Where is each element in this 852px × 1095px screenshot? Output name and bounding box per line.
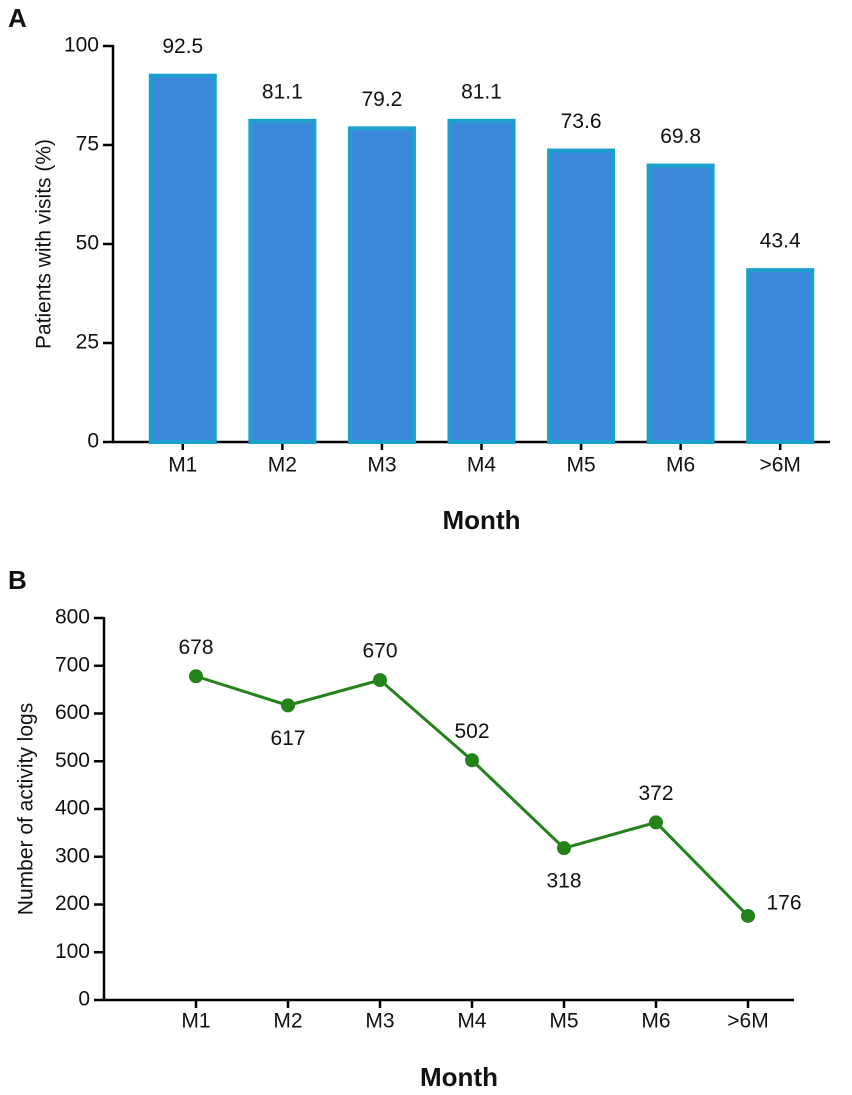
y-tick-label: 0 xyxy=(87,430,99,453)
x-tick-label: M4 xyxy=(457,1010,486,1033)
bar xyxy=(148,73,217,444)
y-tick-label: 300 xyxy=(55,844,90,867)
data-label: 73.6 xyxy=(561,110,602,133)
bar xyxy=(447,118,516,445)
data-label: 92.5 xyxy=(162,35,203,58)
y-axis-label: Number of activity logs xyxy=(15,703,38,915)
data-label: 617 xyxy=(270,727,305,750)
data-label: 69.8 xyxy=(660,125,701,148)
point xyxy=(649,815,663,830)
y-tick-label: 25 xyxy=(76,331,99,354)
data-label: 670 xyxy=(362,640,397,663)
point xyxy=(189,669,203,684)
bar xyxy=(347,126,416,444)
y-tick-label: 100 xyxy=(55,940,90,963)
point xyxy=(465,753,479,768)
data-label: 81.1 xyxy=(262,80,303,103)
point xyxy=(373,673,387,688)
x-axis-label: Month xyxy=(420,1062,498,1092)
x-tick-label: M3 xyxy=(365,1010,394,1033)
x-tick-label: M6 xyxy=(666,454,695,477)
data-label: 318 xyxy=(546,870,581,893)
point xyxy=(741,908,755,923)
y-tick-label: 50 xyxy=(76,232,99,255)
y-axis-label: Patients with visits (%) xyxy=(33,139,56,349)
bar xyxy=(646,163,715,444)
y-tick-label: 200 xyxy=(55,892,90,915)
y-tick-label: 400 xyxy=(55,797,90,820)
y-tick-label: 500 xyxy=(55,749,90,772)
x-tick-label: M6 xyxy=(641,1010,670,1033)
panel-label: A xyxy=(8,3,27,33)
bar xyxy=(547,148,616,444)
bar xyxy=(746,268,815,444)
data-label: 502 xyxy=(454,720,489,743)
x-tick-label: M3 xyxy=(367,454,396,477)
x-tick-label: M1 xyxy=(181,1010,210,1033)
x-axis-label: Month xyxy=(443,505,521,535)
y-tick-label: 75 xyxy=(76,133,99,156)
data-label: 372 xyxy=(638,782,673,805)
y-tick-label: 700 xyxy=(55,653,90,676)
x-tick-label: M5 xyxy=(549,1010,578,1033)
x-tick-label: M2 xyxy=(268,454,297,477)
panel-label: B xyxy=(8,565,27,595)
data-label: 43.4 xyxy=(760,230,801,253)
x-tick-label: >6M xyxy=(759,454,800,477)
data-label: 81.1 xyxy=(461,80,502,103)
data-label: 176 xyxy=(766,892,801,915)
y-tick-label: 800 xyxy=(55,606,90,629)
y-tick-label: 0 xyxy=(78,988,90,1011)
x-tick-label: M1 xyxy=(168,454,197,477)
x-tick-label: M2 xyxy=(273,1010,302,1033)
x-tick-label: M5 xyxy=(566,454,595,477)
point xyxy=(557,841,571,856)
point xyxy=(281,698,295,713)
y-tick-label: 100 xyxy=(64,34,99,57)
bar xyxy=(248,118,317,445)
x-tick-label: M4 xyxy=(467,454,496,477)
x-tick-label: >6M xyxy=(727,1010,768,1033)
data-label: 678 xyxy=(178,636,213,659)
y-tick-label: 600 xyxy=(55,701,90,724)
data-label: 79.2 xyxy=(361,88,402,111)
